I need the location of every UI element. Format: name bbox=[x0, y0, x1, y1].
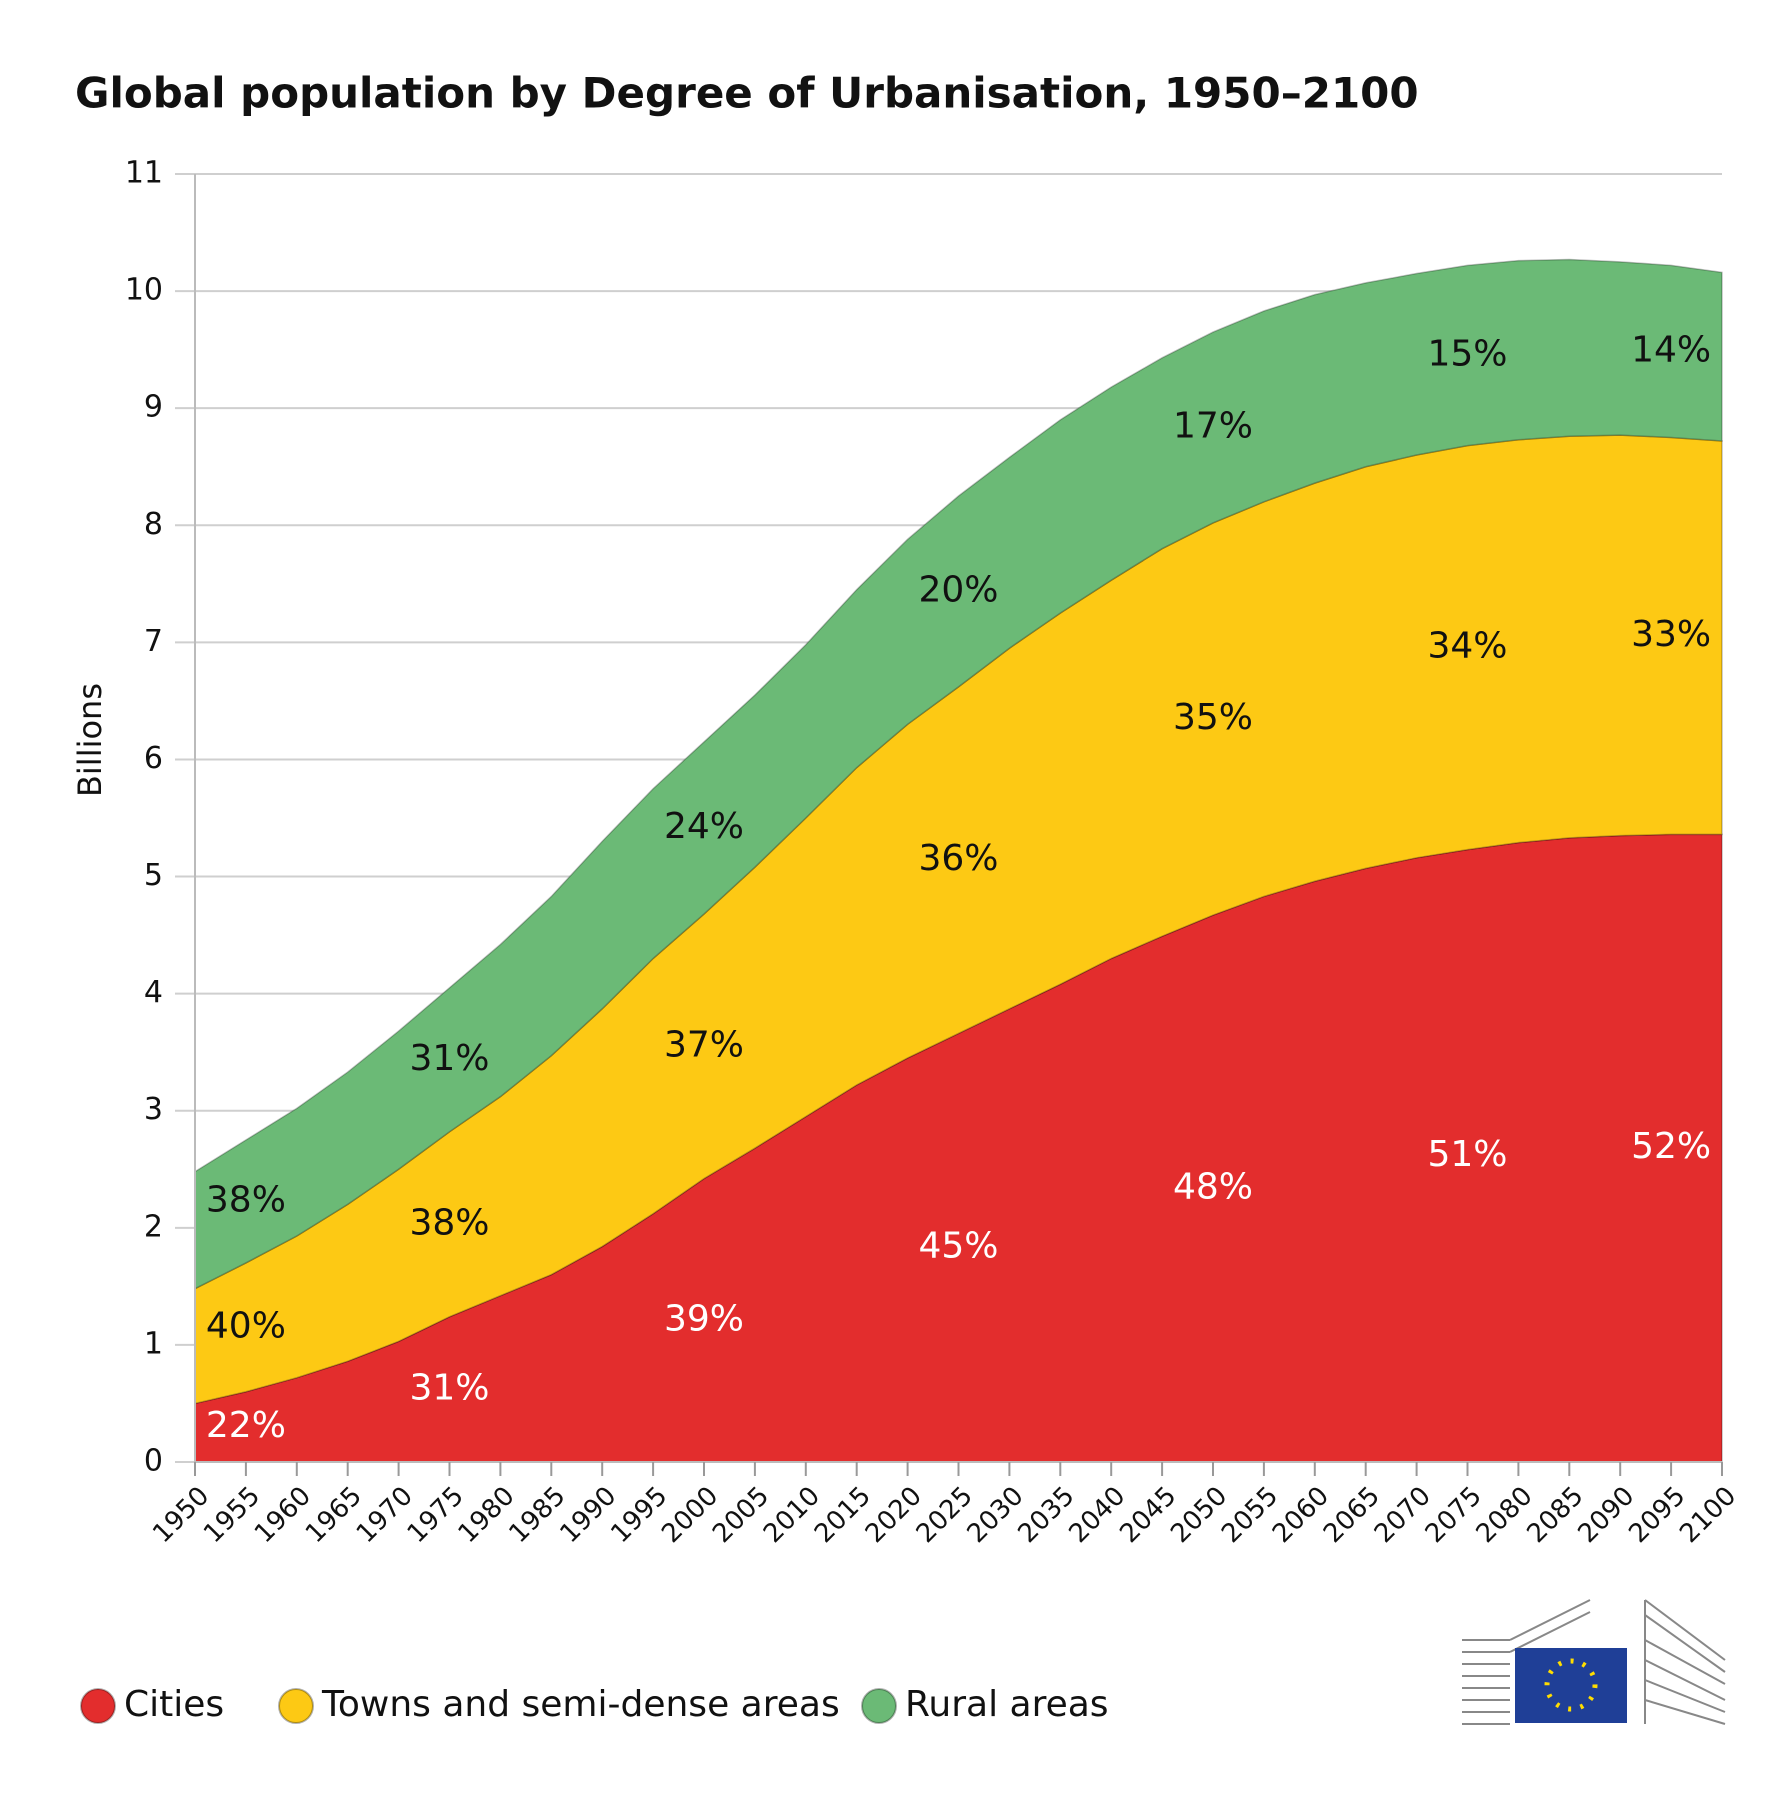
x-tick-label: 2040 bbox=[1063, 1481, 1131, 1549]
x-tick-label: 1950 bbox=[147, 1481, 215, 1549]
area bbox=[194, 258, 1723, 1290]
x-tick-label: 2030 bbox=[962, 1481, 1030, 1549]
x-tick-label: 2005 bbox=[707, 1481, 775, 1549]
y-tick-label: 3 bbox=[144, 1092, 163, 1127]
x-tick-label: 2095 bbox=[1623, 1481, 1691, 1549]
share-label: 37% bbox=[664, 1024, 744, 1065]
x-tick-label: 1990 bbox=[554, 1481, 622, 1549]
y-tick-label: 11 bbox=[125, 156, 163, 191]
x-tick-label: 2045 bbox=[1114, 1481, 1182, 1549]
x-tick-label: 2065 bbox=[1318, 1481, 1386, 1549]
x-tick-label: 1980 bbox=[453, 1481, 521, 1549]
legend-marker bbox=[80, 1688, 116, 1724]
y-tick-label: 8 bbox=[144, 507, 163, 542]
y-tick-label: 0 bbox=[144, 1444, 163, 1479]
share-label: 39% bbox=[664, 1298, 744, 1339]
y-tick-label: 9 bbox=[144, 390, 163, 425]
y-axis-label: Billions bbox=[71, 683, 109, 797]
share-label: 52% bbox=[1631, 1126, 1711, 1167]
legend-label: Rural areas bbox=[905, 1684, 1109, 1725]
share-label: 20% bbox=[918, 569, 998, 610]
share-label: 36% bbox=[918, 838, 998, 879]
x-tick-label: 2000 bbox=[656, 1481, 724, 1549]
share-label: 40% bbox=[206, 1305, 286, 1346]
x-tick-label: 2085 bbox=[1522, 1481, 1590, 1549]
share-label: 38% bbox=[409, 1202, 489, 1243]
x-tick-label: 2010 bbox=[758, 1481, 826, 1549]
x-tick-label: 2090 bbox=[1572, 1481, 1640, 1549]
share-label: 48% bbox=[1173, 1167, 1253, 1208]
share-label: 33% bbox=[1631, 614, 1711, 655]
y-tick-label: 5 bbox=[144, 858, 163, 893]
x-tick-label: 2100 bbox=[1674, 1481, 1742, 1549]
x-tick-label: 1985 bbox=[504, 1481, 572, 1549]
share-label: 34% bbox=[1427, 626, 1507, 667]
x-tick-label: 2035 bbox=[1013, 1481, 1081, 1549]
x-tick-label: 2055 bbox=[1216, 1481, 1284, 1549]
y-tick-label: 4 bbox=[144, 975, 163, 1010]
x-tick-label: 2070 bbox=[1369, 1481, 1437, 1549]
share-label: 31% bbox=[409, 1367, 489, 1408]
share-label: 22% bbox=[206, 1405, 286, 1446]
x-tick-label: 1975 bbox=[402, 1481, 470, 1549]
share-label: 45% bbox=[918, 1226, 998, 1267]
area bbox=[194, 434, 1723, 1405]
share-label: 14% bbox=[1631, 329, 1711, 370]
x-tick-label: 1970 bbox=[351, 1481, 419, 1549]
y-tick-label: 7 bbox=[144, 624, 163, 659]
y-tick-label: 10 bbox=[125, 273, 163, 308]
legend-marker bbox=[861, 1688, 897, 1724]
y-tick-label: 2 bbox=[144, 1209, 163, 1244]
chart-title: Global population by Degree of Urbanisat… bbox=[75, 69, 1419, 118]
x-tick-label: 2025 bbox=[911, 1481, 979, 1549]
share-label: 31% bbox=[409, 1038, 489, 1079]
x-tick-label: 2080 bbox=[1471, 1481, 1539, 1549]
x-tick-label: 1965 bbox=[300, 1481, 368, 1549]
legend-marker bbox=[278, 1688, 314, 1724]
x-tick-label: 2075 bbox=[1420, 1481, 1488, 1549]
share-label: 38% bbox=[206, 1179, 286, 1220]
share-label: 24% bbox=[664, 806, 744, 847]
x-tick-label: 2050 bbox=[1165, 1481, 1233, 1549]
share-label: 15% bbox=[1427, 333, 1507, 374]
x-tick-label: 1955 bbox=[198, 1481, 266, 1549]
share-label: 17% bbox=[1173, 406, 1253, 447]
x-tick-label: 2060 bbox=[1267, 1481, 1335, 1549]
legend-label: Towns and semi-dense areas bbox=[321, 1684, 840, 1725]
share-label: 51% bbox=[1427, 1134, 1507, 1175]
y-tick-label: 6 bbox=[144, 741, 163, 776]
x-tick-label: 2020 bbox=[860, 1481, 928, 1549]
eu-logo bbox=[1462, 1599, 1726, 1725]
y-tick-label: 1 bbox=[144, 1326, 163, 1361]
x-tick-label: 2015 bbox=[809, 1481, 877, 1549]
legend-label: Cities bbox=[124, 1684, 224, 1725]
x-tick-label: 1995 bbox=[605, 1481, 673, 1549]
share-label: 35% bbox=[1173, 697, 1253, 738]
x-tick-label: 1960 bbox=[249, 1481, 317, 1549]
